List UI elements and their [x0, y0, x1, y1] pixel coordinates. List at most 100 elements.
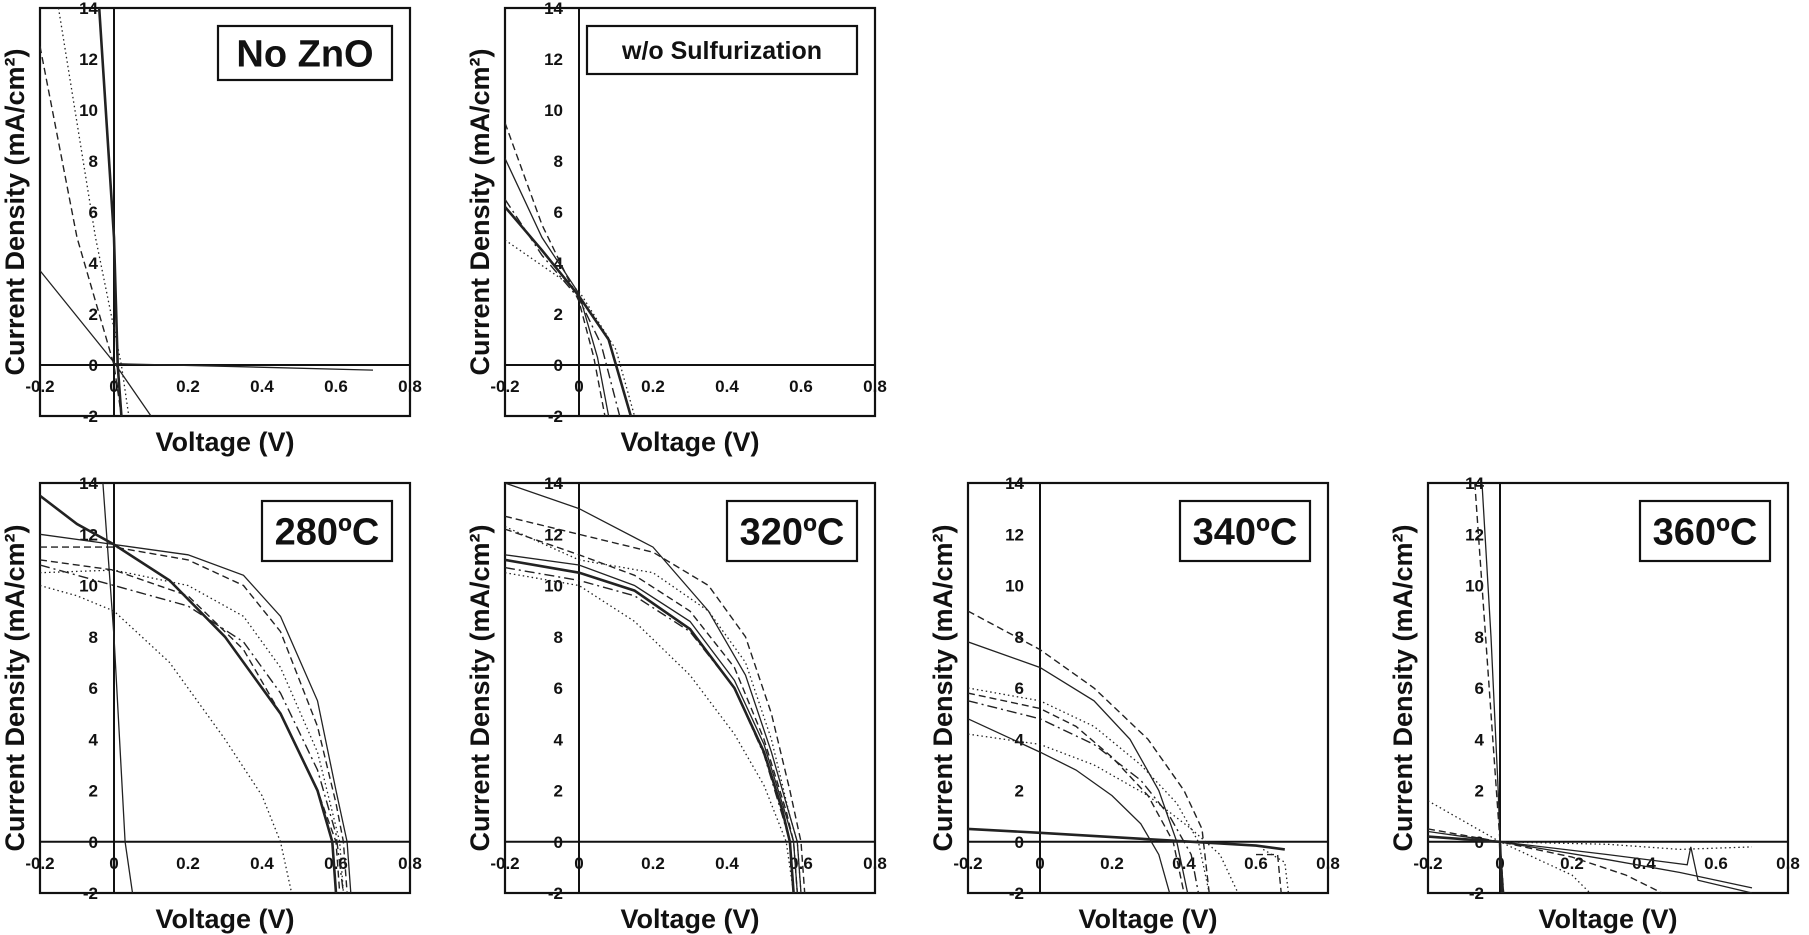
x-tick-label: 0.2	[176, 377, 200, 396]
title-box	[725, 499, 859, 563]
y-tick-label: 0	[554, 356, 563, 375]
jv-curve	[1428, 800, 1591, 893]
jv-curve	[1256, 853, 1282, 893]
x-tick-label: 0.2	[641, 377, 665, 396]
x-tick-label: 0	[109, 377, 118, 396]
y-tick-label: 10	[544, 101, 563, 120]
x-tick-label: 0	[574, 854, 583, 873]
y-tick-label: 8	[89, 152, 98, 171]
x-tick-label: -0.2	[953, 854, 982, 873]
x-tick-label: 0	[1035, 854, 1044, 873]
y-tick-label: 0	[1015, 833, 1024, 852]
x-axis-label: Voltage (V)	[1538, 904, 1677, 934]
x-axis-label: Voltage (V)	[1078, 904, 1217, 934]
y-tick-label: 2	[1475, 782, 1484, 801]
jv-curve	[1428, 828, 1663, 893]
title-box	[585, 24, 859, 76]
jv-curve	[40, 584, 293, 893]
y-tick-label: -2	[1009, 884, 1024, 903]
x-tick-label: 0.4	[250, 377, 274, 396]
x-tick-label: 0.4	[250, 854, 274, 873]
y-tick-label: 2	[89, 782, 98, 801]
y-tick-label: 10	[79, 101, 98, 120]
y-axis-label: Current Density (mA/cm²)	[1388, 524, 1418, 851]
y-tick-label: 14	[79, 474, 98, 493]
y-tick-label: 4	[89, 730, 99, 749]
x-tick-label: 0.8	[398, 377, 422, 396]
y-tick-label: -2	[83, 407, 98, 426]
plot-frame	[503, 6, 877, 418]
x-tick-label: 0.2	[1100, 854, 1124, 873]
y-tick-label: 14	[1005, 474, 1024, 493]
x-tick-label: 0.6	[1244, 854, 1268, 873]
panel-1: -0.2 0 0.2 0.4 0.6 0.8 -2 0 2 4 6 8 10 12 14 No ZnO Volt…	[0, 0, 422, 457]
x-tick-label: 0.6	[324, 377, 348, 396]
jv-curve	[1499, 841, 1753, 851]
y-tick-label: -2	[548, 407, 563, 426]
x-axis-label: Voltage (V)	[620, 904, 759, 934]
jv-curve	[40, 533, 352, 893]
x-tick-label: 0.8	[1776, 854, 1800, 873]
curves	[40, 483, 352, 893]
x-axis-label: Voltage (V)	[620, 427, 759, 457]
y-axis-label: Current Density (mA/cm²)	[0, 48, 30, 375]
x-axis-label: Voltage (V)	[155, 427, 294, 457]
y-tick-label: 12	[544, 525, 563, 544]
y-tick-label: 12	[544, 50, 563, 69]
curves	[968, 610, 1290, 893]
y-tick-label: 8	[554, 628, 563, 647]
y-tick-label: 14	[79, 0, 98, 18]
y-tick-label: 14	[544, 0, 563, 18]
x-tick-label: 0.4	[1172, 854, 1196, 873]
jv-curve	[968, 610, 1210, 893]
jv-curve	[40, 546, 348, 893]
x-tick-label: 0.8	[398, 854, 422, 873]
jv-curve	[102, 483, 134, 893]
title-box	[216, 24, 394, 82]
panel-5: -0.2 0 0.2 0.4 0.6 0.8 -2 0 2 4 6 8 10 12 14 340ºC Volta…	[928, 474, 1340, 934]
x-tick-label: 0	[109, 854, 118, 873]
y-tick-label: 4	[1015, 730, 1025, 749]
y-tick-label: 10	[1465, 577, 1484, 596]
y-tick-label: 8	[89, 628, 98, 647]
x-tick-label: 0.2	[641, 854, 665, 873]
panel-title: 360ºC	[1653, 512, 1758, 554]
curves	[1428, 483, 1753, 893]
y-tick-label: 10	[1005, 577, 1024, 596]
x-tick-label: -0.2	[25, 854, 54, 873]
curves	[40, 8, 374, 416]
x-tick-label: 0.8	[863, 377, 887, 396]
y-tick-label: 4	[554, 730, 564, 749]
curves	[505, 483, 806, 893]
panel-title: w/o Sulfurization	[621, 37, 822, 65]
y-tick-label: 6	[89, 203, 98, 222]
x-tick-label: -0.2	[1413, 854, 1442, 873]
y-tick-label: 6	[1015, 679, 1024, 698]
x-tick-label: -0.2	[490, 854, 519, 873]
jv-curve	[968, 733, 1239, 893]
y-tick-label: 0	[89, 356, 98, 375]
jv-curve	[505, 526, 802, 893]
jv-curve	[968, 700, 1200, 893]
jv-curve	[968, 718, 1171, 893]
jv-curve	[505, 198, 621, 416]
y-tick-label: -2	[1469, 884, 1484, 903]
y-axis-label: Current Density (mA/cm²)	[465, 48, 495, 375]
y-tick-label: 6	[1475, 679, 1484, 698]
jv-curve	[1499, 841, 1753, 893]
jv-curve	[505, 572, 795, 893]
y-tick-label: 2	[89, 305, 98, 324]
title-box	[260, 499, 394, 563]
jv-curve	[40, 564, 345, 893]
y-tick-label: 12	[79, 50, 98, 69]
y-tick-label: -2	[83, 884, 98, 903]
jv-curve	[1428, 830, 1753, 889]
panel-title: No ZnO	[236, 34, 373, 76]
y-tick-label: 8	[1015, 628, 1024, 647]
jv-curve	[40, 46, 123, 416]
y-tick-label: 4	[89, 254, 99, 273]
jv-curve	[40, 559, 341, 893]
y-axis-label: Current Density (mA/cm²)	[0, 524, 30, 851]
y-axis-label: Current Density (mA/cm²)	[928, 524, 958, 851]
